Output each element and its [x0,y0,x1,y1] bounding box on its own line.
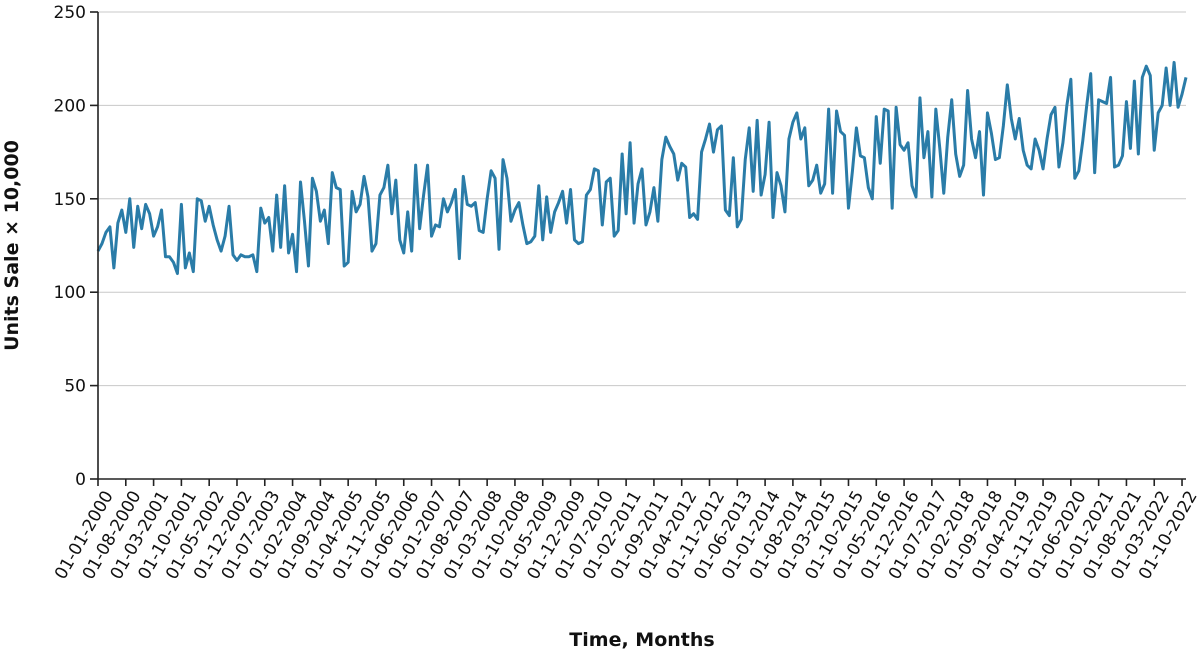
y-axis-title: Units Sale × 10,000 [1,140,23,351]
series-line [96,60,1188,276]
y-tick-label: 250 [54,3,86,23]
y-tick-label: 100 [54,283,86,303]
y-tick-label: 150 [54,190,86,210]
axes [97,12,1186,480]
x-axis-title: Time, Months [569,629,714,651]
y-tick-label: 50 [64,377,86,397]
y-tick-label: 0 [75,470,86,490]
series-layer [96,60,1188,276]
y-tick-labels: 0 50 100 150 200 250 [54,3,98,490]
grid-lines [98,11,1186,387]
x-tick-labels: 01-01-200001-08-200001-03-200101-10-2001… [51,479,1200,583]
y-tick-label: 200 [54,96,86,116]
